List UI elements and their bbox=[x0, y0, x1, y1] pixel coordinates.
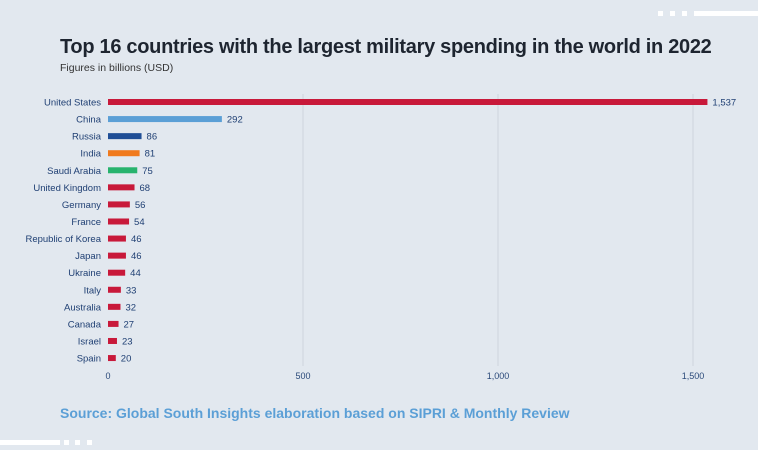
bar bbox=[108, 355, 116, 362]
decor-dot bbox=[658, 11, 663, 16]
category-label: India bbox=[80, 149, 101, 160]
category-label: Germany bbox=[62, 200, 101, 211]
category-label: Ukraine bbox=[68, 268, 101, 279]
decor-dot bbox=[670, 11, 675, 16]
category-label: Russia bbox=[72, 132, 102, 143]
category-label: France bbox=[71, 217, 101, 228]
value-label: 27 bbox=[124, 319, 135, 330]
bar bbox=[108, 133, 142, 140]
category-label: Spain bbox=[77, 354, 101, 365]
category-label: Canada bbox=[68, 319, 102, 330]
value-label: 81 bbox=[145, 149, 156, 160]
bar bbox=[108, 184, 135, 191]
x-tick-label: 1,000 bbox=[487, 371, 510, 381]
value-label: 20 bbox=[121, 354, 132, 365]
bar bbox=[108, 218, 130, 225]
bar bbox=[108, 235, 126, 242]
value-label: 68 bbox=[140, 183, 151, 194]
value-label: 23 bbox=[122, 336, 133, 347]
value-label: 44 bbox=[130, 268, 141, 279]
category-label: Saudi Arabia bbox=[47, 166, 102, 177]
decor-dot bbox=[75, 440, 80, 445]
decor-dot bbox=[64, 440, 69, 445]
decor-dot bbox=[87, 440, 92, 445]
value-label: 292 bbox=[227, 115, 243, 126]
bar bbox=[108, 286, 121, 293]
chart-title: Top 16 countries with the largest milita… bbox=[60, 36, 712, 58]
bar bbox=[108, 99, 708, 105]
category-label: Australia bbox=[64, 302, 102, 313]
decor-bar bbox=[0, 440, 60, 445]
value-label: 75 bbox=[142, 166, 153, 177]
bar bbox=[108, 167, 138, 174]
category-label: Israel bbox=[78, 336, 101, 347]
bar bbox=[108, 150, 140, 157]
value-label: 86 bbox=[147, 132, 158, 143]
bar bbox=[108, 252, 126, 259]
chart-subtitle: Figures in billions (USD) bbox=[60, 62, 174, 74]
value-label: 54 bbox=[134, 217, 145, 228]
category-label: Japan bbox=[75, 251, 101, 262]
value-label: 46 bbox=[131, 234, 142, 245]
category-label: China bbox=[76, 115, 102, 126]
bar bbox=[108, 116, 222, 123]
category-label: Republic of Korea bbox=[25, 234, 101, 245]
bar bbox=[108, 303, 121, 310]
value-label: 56 bbox=[135, 200, 146, 211]
decor-dot bbox=[682, 11, 687, 16]
x-tick-label: 500 bbox=[295, 371, 310, 381]
bar bbox=[108, 320, 119, 327]
value-label: 33 bbox=[126, 285, 137, 296]
category-label: United Kingdom bbox=[33, 183, 101, 194]
bar bbox=[108, 201, 130, 208]
x-tick-label: 1,500 bbox=[682, 371, 705, 381]
source-note: Source: Global South Insights elaboratio… bbox=[60, 405, 570, 421]
decor-bar bbox=[694, 11, 758, 16]
bar bbox=[108, 337, 117, 344]
value-label: 1,537 bbox=[712, 98, 736, 109]
category-label: United States bbox=[44, 98, 101, 109]
bar bbox=[108, 269, 126, 276]
value-label: 46 bbox=[131, 251, 142, 262]
value-label: 32 bbox=[125, 302, 136, 313]
category-label: Italy bbox=[84, 285, 102, 296]
x-tick-label: 0 bbox=[105, 371, 110, 381]
